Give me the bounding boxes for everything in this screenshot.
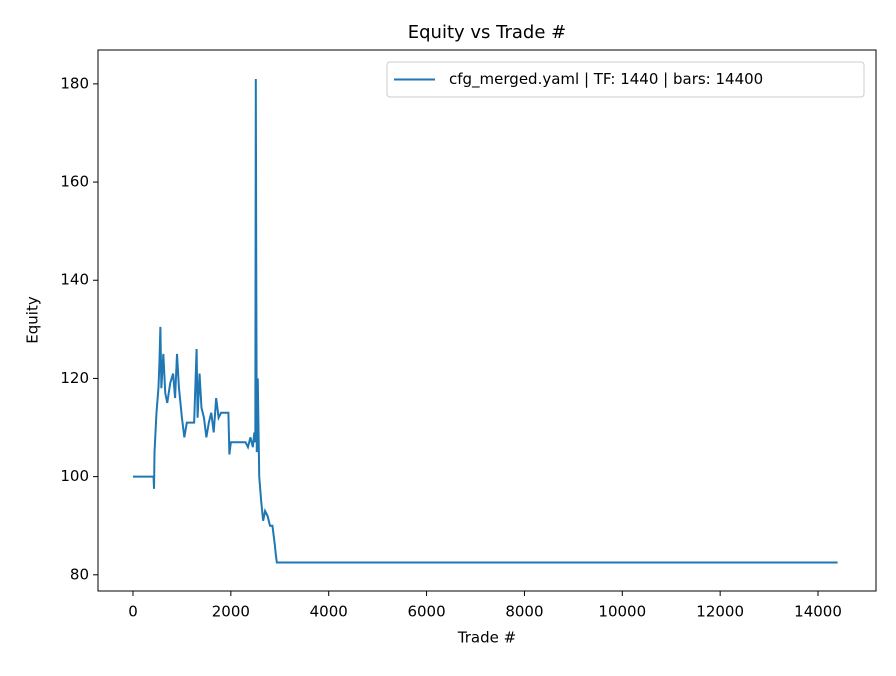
legend-label: cfg_merged.yaml | TF: 1440 | bars: 14400 (449, 70, 763, 89)
line-series (132, 78, 838, 564)
x-tick-label: 14000 (794, 603, 842, 621)
x-tick-label: 4000 (310, 603, 348, 621)
x-tick-label: 6000 (407, 603, 445, 621)
y-tick-label: 160 (60, 173, 89, 191)
y-tick-label: 100 (60, 467, 89, 485)
y-tick-label: 120 (60, 369, 89, 387)
legend-box (386, 61, 865, 98)
chart-title: Equity vs Trade # (408, 22, 566, 43)
y-axis-label: Equity (24, 296, 42, 344)
y-tick-label: 180 (60, 74, 89, 92)
x-axis-label: Trade # (457, 629, 516, 647)
x-tick-label: 0 (128, 603, 138, 621)
x-tick-label: 12000 (696, 603, 744, 621)
x-tick-label: 2000 (212, 603, 250, 621)
x-tick-label: 10000 (598, 603, 646, 621)
x-tick-label: 8000 (505, 603, 543, 621)
plot-frame (97, 49, 877, 592)
y-tick-label: 140 (60, 271, 89, 289)
y-tick-label: 80 (70, 565, 89, 583)
